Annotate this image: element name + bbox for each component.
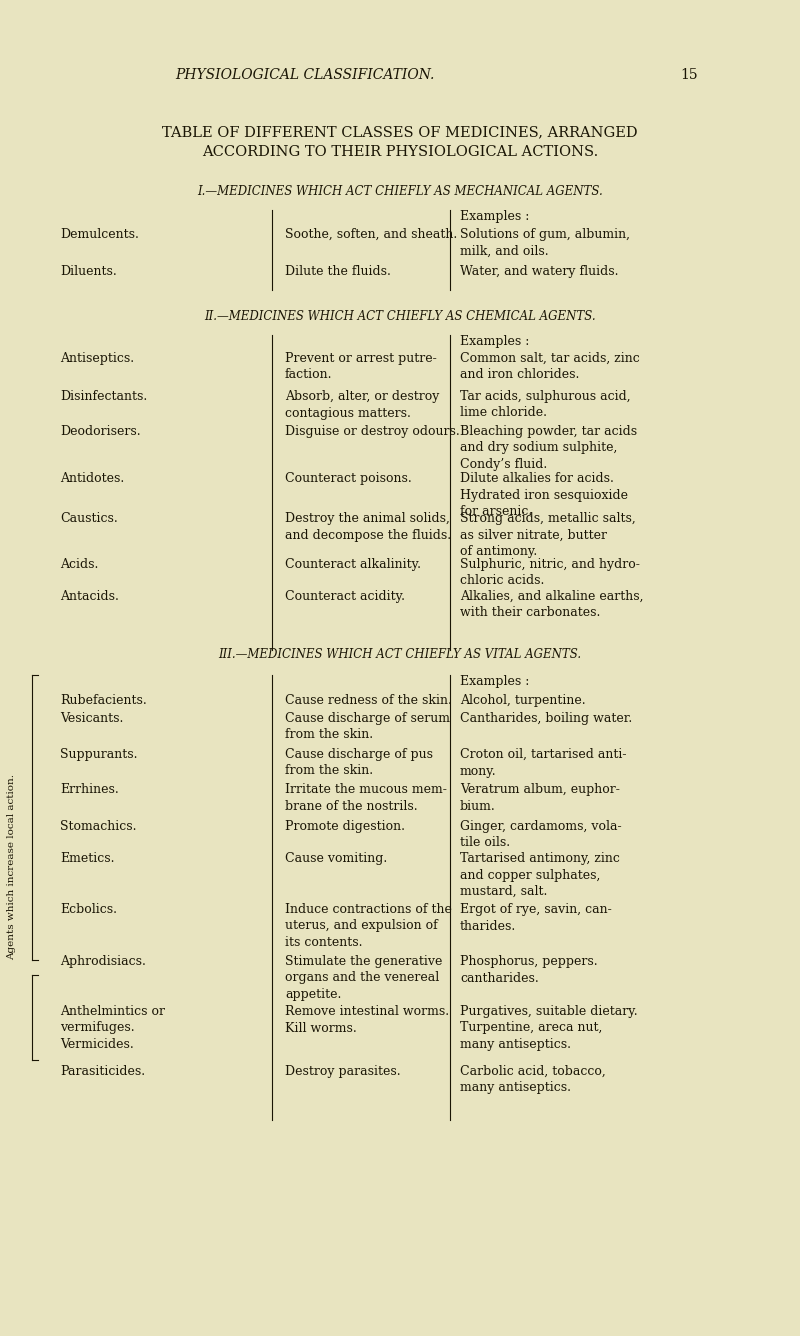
Text: Emetics.: Emetics. [60, 852, 114, 864]
Text: Strong acids, metallic salts,
as silver nitrate, butter
of antimony.: Strong acids, metallic salts, as silver … [460, 512, 636, 558]
Text: Antiseptics.: Antiseptics. [60, 351, 134, 365]
Text: Dilute alkalies for acids.
Hydrated iron sesquioxide
for arsenic.: Dilute alkalies for acids. Hydrated iron… [460, 472, 628, 518]
Text: Cause vomiting.: Cause vomiting. [285, 852, 387, 864]
Text: Acids.: Acids. [60, 558, 98, 570]
Text: Ecbolics.: Ecbolics. [60, 903, 117, 916]
Text: Errhines.: Errhines. [60, 783, 118, 796]
Text: Deodorisers.: Deodorisers. [60, 425, 141, 438]
Text: I.—MEDICINES WHICH ACT CHIEFLY AS MECHANICAL AGENTS.: I.—MEDICINES WHICH ACT CHIEFLY AS MECHAN… [197, 184, 603, 198]
Text: 15: 15 [680, 68, 698, 81]
Text: Prevent or arrest putre-
faction.: Prevent or arrest putre- faction. [285, 351, 437, 382]
Text: II.—MEDICINES WHICH ACT CHIEFLY AS CHEMICAL AGENTS.: II.—MEDICINES WHICH ACT CHIEFLY AS CHEMI… [204, 310, 596, 323]
Text: Tar acids, sulphurous acid,
lime chloride.: Tar acids, sulphurous acid, lime chlorid… [460, 390, 630, 420]
Text: Disinfectants.: Disinfectants. [60, 390, 147, 403]
Text: PHYSIOLOGICAL CLASSIFICATION.: PHYSIOLOGICAL CLASSIFICATION. [175, 68, 434, 81]
Text: Bleaching powder, tar acids
and dry sodium sulphite,
Condy’s fluid.: Bleaching powder, tar acids and dry sodi… [460, 425, 637, 472]
Text: Counteract acidity.: Counteract acidity. [285, 591, 405, 603]
Text: Veratrum album, euphor-
bium.: Veratrum album, euphor- bium. [460, 783, 620, 812]
Text: Ginger, cardamoms, vola-
tile oils.: Ginger, cardamoms, vola- tile oils. [460, 820, 622, 850]
Text: Stomachics.: Stomachics. [60, 820, 137, 834]
Text: Cause redness of the skin.: Cause redness of the skin. [285, 693, 452, 707]
Text: Destroy parasites.: Destroy parasites. [285, 1065, 401, 1078]
Text: Counteract poisons.: Counteract poisons. [285, 472, 412, 485]
Text: Examples :: Examples : [460, 335, 530, 347]
Text: Cause discharge of serum
from the skin.: Cause discharge of serum from the skin. [285, 712, 450, 741]
Text: Examples :: Examples : [460, 210, 530, 223]
Text: Remove intestinal worms.
Kill worms.: Remove intestinal worms. Kill worms. [285, 1005, 449, 1034]
Text: Demulcents.: Demulcents. [60, 228, 139, 240]
Text: Suppurants.: Suppurants. [60, 748, 138, 762]
Text: Ergot of rye, savin, can-
tharides.: Ergot of rye, savin, can- tharides. [460, 903, 612, 933]
Text: III.—MEDICINES WHICH ACT CHIEFLY AS VITAL AGENTS.: III.—MEDICINES WHICH ACT CHIEFLY AS VITA… [218, 648, 582, 661]
Text: Diluents.: Diluents. [60, 265, 117, 278]
Text: Rubefacients.: Rubefacients. [60, 693, 146, 707]
Text: Cause discharge of pus
from the skin.: Cause discharge of pus from the skin. [285, 748, 433, 778]
Text: Counteract alkalinity.: Counteract alkalinity. [285, 558, 421, 570]
Text: Tartarised antimony, zinc
and copper sulphates,
mustard, salt.: Tartarised antimony, zinc and copper sul… [460, 852, 620, 898]
Text: Antacids.: Antacids. [60, 591, 119, 603]
Text: Absorb, alter, or destroy
contagious matters.: Absorb, alter, or destroy contagious mat… [285, 390, 439, 420]
Text: TABLE OF DIFFERENT CLASSES OF MEDICINES, ARRANGED: TABLE OF DIFFERENT CLASSES OF MEDICINES,… [162, 126, 638, 139]
Text: Common salt, tar acids, zinc
and iron chlorides.: Common salt, tar acids, zinc and iron ch… [460, 351, 640, 382]
Text: Irritate the mucous mem-
brane of the nostrils.: Irritate the mucous mem- brane of the no… [285, 783, 447, 812]
Text: Stimulate the generative
organs and the venereal
appetite.: Stimulate the generative organs and the … [285, 955, 442, 1001]
Text: Purgatives, suitable dietary.
Turpentine, areca nut,
many antiseptics.: Purgatives, suitable dietary. Turpentine… [460, 1005, 638, 1051]
Text: Carbolic acid, tobacco,
many antiseptics.: Carbolic acid, tobacco, many antiseptics… [460, 1065, 606, 1094]
Text: Alkalies, and alkaline earths,
with their carbonates.: Alkalies, and alkaline earths, with thei… [460, 591, 643, 620]
Text: Water, and watery fluids.: Water, and watery fluids. [460, 265, 618, 278]
Text: Sulphuric, nitric, and hydro-
chloric acids.: Sulphuric, nitric, and hydro- chloric ac… [460, 558, 640, 588]
Text: Dilute the fluids.: Dilute the fluids. [285, 265, 391, 278]
Text: Caustics.: Caustics. [60, 512, 118, 525]
Text: Vesicants.: Vesicants. [60, 712, 123, 725]
Text: Cantharides, boiling water.: Cantharides, boiling water. [460, 712, 632, 725]
Text: Induce contractions of the
uterus, and expulsion of
its contents.: Induce contractions of the uterus, and e… [285, 903, 452, 949]
Text: Promote digestion.: Promote digestion. [285, 820, 405, 834]
Text: Destroy the animal solids,
and decompose the fluids.: Destroy the animal solids, and decompose… [285, 512, 451, 541]
Text: Agents which increase local action.: Agents which increase local action. [7, 774, 17, 961]
Text: Anthelmintics or
vermifuges.
Vermicides.: Anthelmintics or vermifuges. Vermicides. [60, 1005, 165, 1051]
Text: Soothe, soften, and sheath.: Soothe, soften, and sheath. [285, 228, 458, 240]
Text: Disguise or destroy odours.: Disguise or destroy odours. [285, 425, 460, 438]
Text: ACCORDING TO THEIR PHYSIOLOGICAL ACTIONS.: ACCORDING TO THEIR PHYSIOLOGICAL ACTIONS… [202, 146, 598, 159]
Text: Croton oil, tartarised anti-
mony.: Croton oil, tartarised anti- mony. [460, 748, 626, 778]
Text: Alcohol, turpentine.: Alcohol, turpentine. [460, 693, 586, 707]
Text: Aphrodisiacs.: Aphrodisiacs. [60, 955, 146, 969]
Text: Solutions of gum, albumin,
milk, and oils.: Solutions of gum, albumin, milk, and oil… [460, 228, 630, 258]
Text: Parasiticides.: Parasiticides. [60, 1065, 145, 1078]
Text: Antidotes.: Antidotes. [60, 472, 124, 485]
Text: Examples :: Examples : [460, 675, 530, 688]
Text: Phosphorus, peppers.
cantharides.: Phosphorus, peppers. cantharides. [460, 955, 598, 985]
